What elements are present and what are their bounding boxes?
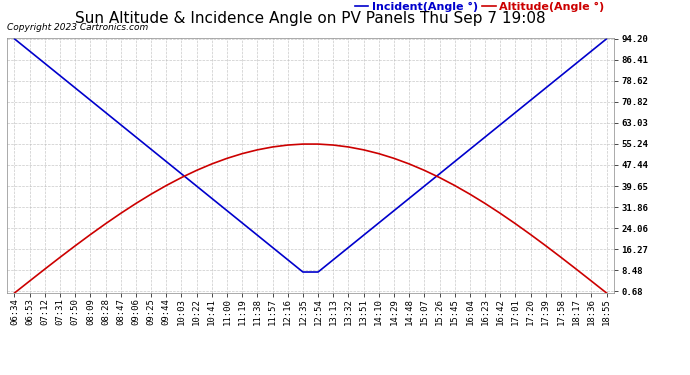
- Text: Sun Altitude & Incidence Angle on PV Panels Thu Sep 7 19:08: Sun Altitude & Incidence Angle on PV Pan…: [75, 11, 546, 26]
- Legend: Incident(Angle °), Altitude(Angle °): Incident(Angle °), Altitude(Angle °): [351, 0, 609, 16]
- Text: Copyright 2023 Cartronics.com: Copyright 2023 Cartronics.com: [7, 22, 148, 32]
